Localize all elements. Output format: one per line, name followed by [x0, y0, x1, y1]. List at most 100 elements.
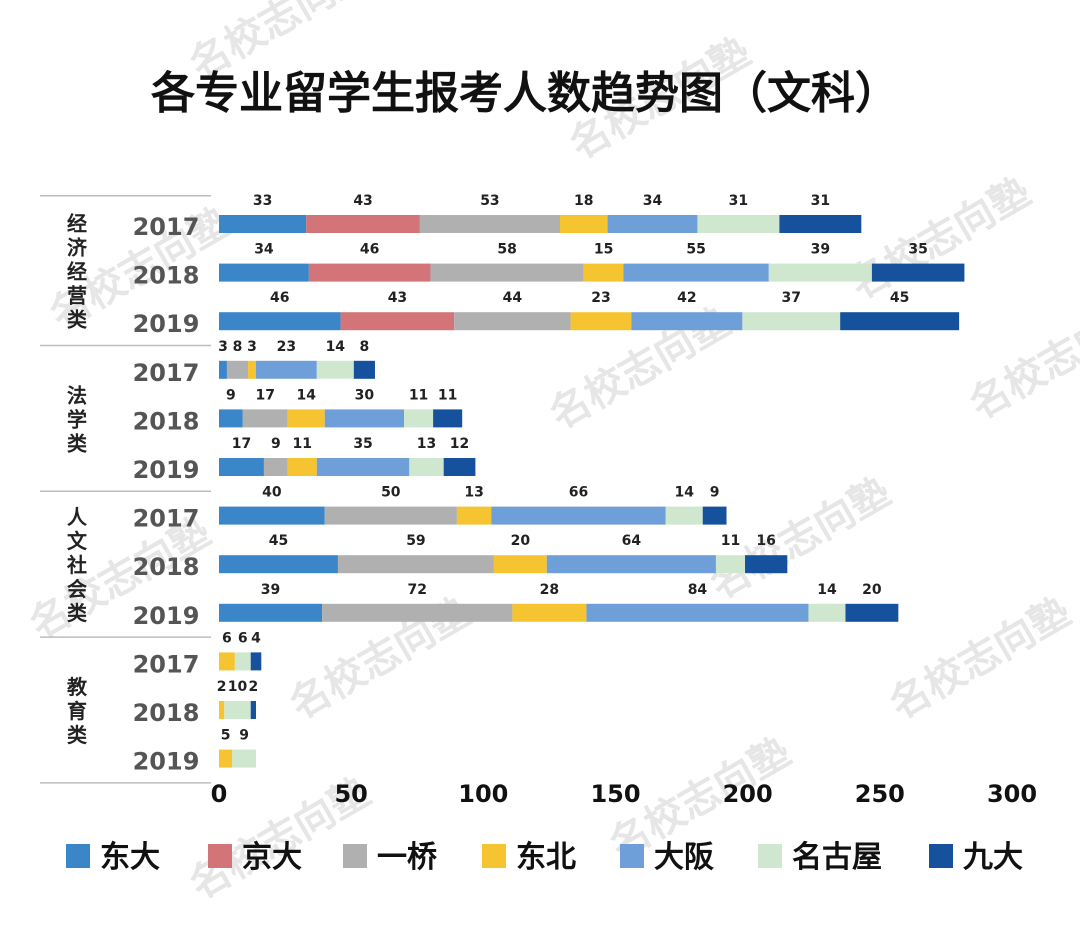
- data-label: 3: [218, 339, 228, 355]
- data-label: 9: [239, 728, 249, 744]
- year-label: 2019: [133, 748, 200, 776]
- data-label: 28: [540, 582, 559, 598]
- legend-label: 东北: [516, 840, 576, 875]
- bar-segment-一桥: [430, 263, 584, 282]
- legend-label: 一桥: [377, 840, 437, 875]
- group-label: 法学类: [67, 383, 87, 455]
- bar-segment-名古屋: [808, 603, 846, 622]
- year-label: 2017: [133, 213, 200, 241]
- data-label: 8: [360, 339, 370, 355]
- data-label: 20: [862, 582, 882, 598]
- bar-segment-东北: [248, 360, 257, 379]
- bar-segment-东北: [287, 458, 317, 476]
- legend-label: 京大: [242, 840, 302, 875]
- legend-swatch-一桥: [343, 844, 367, 868]
- legend-label: 大阪: [654, 840, 714, 875]
- bar-segment-一桥: [419, 215, 560, 233]
- bar-segment-一桥: [454, 312, 571, 331]
- legend-swatch-大阪: [620, 844, 644, 868]
- data-label: 6: [238, 630, 248, 646]
- data-label: 14: [674, 485, 694, 501]
- data-label: 13: [417, 436, 436, 452]
- chart-title: 各专业留学生报考人数趋势图（文科）: [151, 68, 899, 119]
- data-label: 44: [503, 290, 523, 306]
- bar-segment-九大: [250, 652, 262, 671]
- legend-swatch-东北: [482, 844, 506, 868]
- bar-segment-大阪: [586, 603, 809, 622]
- bar-segment-名古屋: [409, 458, 444, 476]
- data-label: 42: [677, 290, 696, 306]
- data-label: 16: [756, 533, 775, 549]
- data-label: 17: [256, 387, 275, 403]
- data-label: 12: [450, 436, 469, 452]
- bar-segment-东北: [493, 555, 547, 574]
- bar-segment-东北: [219, 652, 235, 671]
- bar-segment-东北: [512, 603, 587, 622]
- data-label: 43: [353, 193, 372, 209]
- data-label: 39: [261, 582, 280, 598]
- group-label: 人文社会类: [66, 505, 88, 625]
- bar-segment-九大: [845, 603, 899, 622]
- data-label: 18: [574, 193, 593, 209]
- bar-segment-东大: [219, 360, 227, 379]
- bar-segment-大阪: [631, 312, 743, 331]
- year-label: 2018: [133, 553, 200, 581]
- bar-segment-东北: [219, 701, 225, 719]
- data-label: 50: [381, 485, 401, 501]
- bar-segment-东大: [219, 555, 338, 574]
- data-label: 35: [353, 436, 372, 452]
- bar-segment-名古屋: [224, 701, 251, 719]
- bar-segment-东大: [219, 506, 325, 525]
- legend-label: 九大: [963, 840, 1023, 875]
- legend-label: 东大: [100, 840, 160, 875]
- data-label: 66: [569, 485, 588, 501]
- data-label: 31: [729, 193, 748, 209]
- x-tick-label: 50: [334, 780, 367, 808]
- legend-swatch-名古屋: [758, 844, 782, 868]
- data-label: 15: [594, 242, 613, 258]
- bar-segment-东大: [219, 215, 307, 233]
- data-label: 11: [438, 387, 457, 403]
- bar-segment-大阪: [546, 555, 716, 574]
- bar-segment-东北: [287, 409, 325, 428]
- year-label: 2019: [133, 602, 200, 630]
- legend-swatch-九大: [929, 844, 953, 868]
- data-label: 40: [262, 485, 282, 501]
- data-label: 14: [326, 339, 346, 355]
- bar-segment-名古屋: [232, 749, 257, 768]
- data-label: 9: [226, 387, 236, 403]
- data-label: 30: [355, 387, 375, 403]
- bar-segment-东大: [219, 458, 264, 476]
- data-label: 72: [408, 582, 427, 598]
- watermark-text: 名校志向塾: [842, 169, 1038, 309]
- data-label: 34: [643, 193, 663, 209]
- legend-label: 名古屋: [792, 840, 882, 875]
- data-label: 23: [591, 290, 610, 306]
- bar-segment-九大: [745, 555, 788, 574]
- data-label: 2: [248, 679, 258, 695]
- bar-segment-一桥: [337, 555, 494, 574]
- x-tick-label: 250: [855, 780, 905, 808]
- bar-segment-东大: [219, 603, 323, 622]
- data-label: 53: [480, 193, 499, 209]
- year-label: 2017: [133, 505, 200, 533]
- data-label: 13: [464, 485, 483, 501]
- bar-segment-东北: [456, 506, 492, 525]
- data-label: 39: [811, 242, 830, 258]
- bar-segment-大阪: [256, 360, 317, 379]
- bar-segment-九大: [840, 312, 960, 331]
- data-label: 8: [233, 339, 243, 355]
- bar-segment-大阪: [491, 506, 666, 525]
- data-label: 10: [228, 679, 248, 695]
- bar-segment-大阪: [316, 458, 410, 476]
- bar-segment-东大: [219, 409, 243, 428]
- data-label: 11: [293, 436, 312, 452]
- data-label: 4: [251, 630, 261, 646]
- data-label: 14: [817, 582, 837, 598]
- bar-segment-九大: [250, 701, 257, 719]
- bar-segment-九大: [353, 360, 375, 379]
- data-label: 6: [222, 630, 232, 646]
- bar-segment-名古屋: [316, 360, 354, 379]
- year-label: 2018: [133, 699, 200, 727]
